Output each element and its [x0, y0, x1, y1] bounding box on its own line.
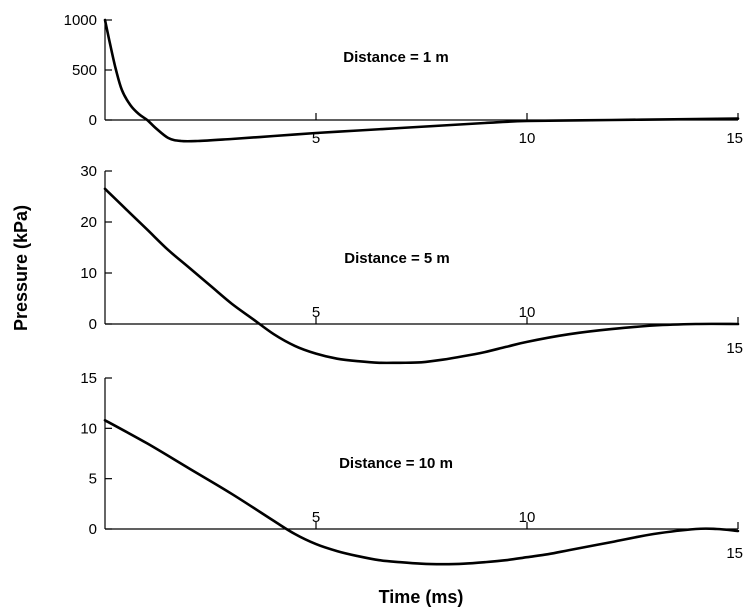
pressure-line — [103, 419, 740, 566]
y-tick-label: 10 — [80, 420, 97, 437]
panel-annotation: Distance = 10 m — [339, 455, 453, 472]
pressure-line — [103, 18, 740, 143]
x-tick-label: 5 — [312, 130, 320, 147]
x-tick-label: 5 — [312, 304, 320, 321]
x-tick-label: 10 — [519, 304, 536, 321]
panel-distance-10m: 0 5 10 15 5 10 15 Distance = 10 m — [80, 370, 743, 566]
x-tick-label: 10 — [519, 130, 536, 147]
y-tick-label: 0 — [89, 521, 97, 538]
panel-distance-1m: 0 500 1000 5 10 15 Distance = 1 m — [64, 12, 743, 147]
y-tick-label: 0 — [89, 112, 97, 129]
pressure-line — [103, 187, 740, 365]
y-tick-label: 15 — [80, 370, 97, 387]
y-tick-label: 10 — [80, 265, 97, 282]
y-tick-label: 20 — [80, 214, 97, 231]
panel-annotation: Distance = 1 m — [343, 49, 448, 66]
panel-annotation: Distance = 5 m — [344, 250, 449, 267]
y-tick-label: 500 — [72, 62, 97, 79]
panel-distance-5m: 0 10 20 30 5 10 15 Distance = 5 m — [80, 163, 743, 365]
x-tick-label: 15 — [726, 545, 743, 562]
x-axis-title: Time (ms) — [379, 587, 464, 607]
y-axis-title: Pressure (kPa) — [11, 205, 31, 331]
y-tick-label: 30 — [80, 163, 97, 180]
y-tick-label: 0 — [89, 316, 97, 333]
x-tick-label: 10 — [519, 509, 536, 526]
x-tick-label: 15 — [726, 340, 743, 357]
y-tick-label: 5 — [89, 471, 97, 488]
y-tick-label: 1000 — [64, 12, 97, 29]
x-tick-label: 15 — [726, 130, 743, 147]
x-tick-label: 5 — [312, 509, 320, 526]
